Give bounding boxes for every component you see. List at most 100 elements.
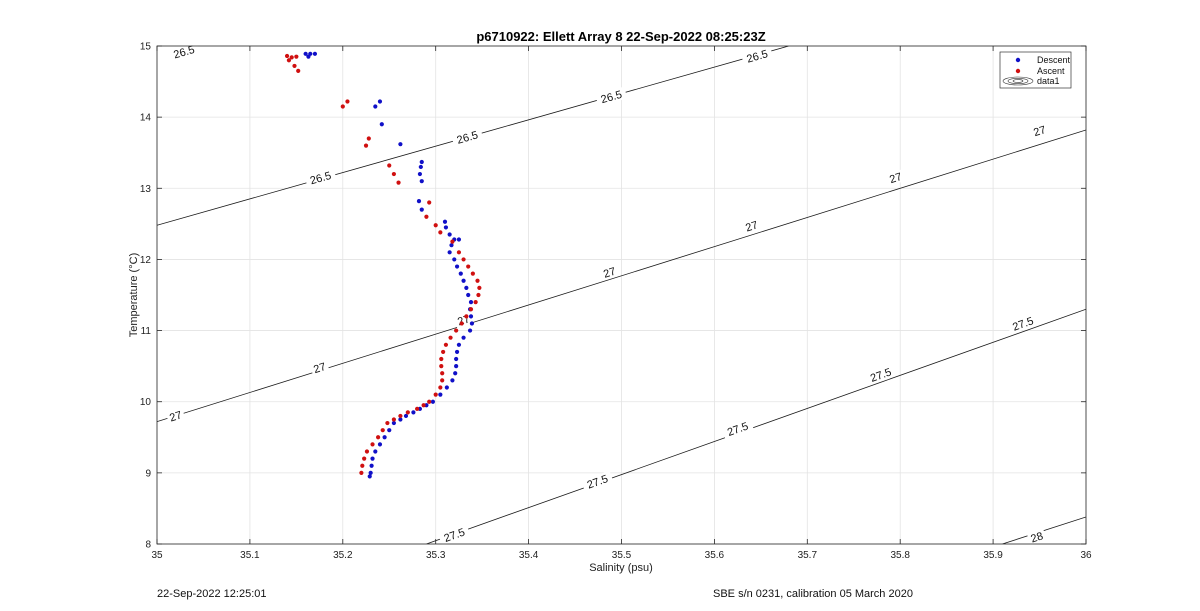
x-tick-label: 35.8 — [890, 550, 910, 561]
ascent-point — [468, 307, 474, 312]
descent-point — [453, 371, 458, 376]
contour-label: 26.5 — [456, 129, 480, 146]
contour-label-bg — [309, 359, 330, 376]
contour-label-bg — [581, 470, 614, 493]
descent-point — [419, 207, 424, 212]
descent-point — [468, 300, 474, 305]
ascent-point — [415, 406, 420, 411]
descent-point — [377, 442, 383, 447]
ascent-point — [456, 250, 462, 255]
descent-point — [464, 285, 469, 290]
x-tick-label: 35.7 — [798, 550, 818, 561]
ascent-point — [366, 136, 371, 141]
ascent-point — [363, 143, 369, 148]
contour-label-bg — [599, 263, 620, 281]
descent-point — [442, 219, 448, 224]
ascent-point — [466, 264, 471, 269]
contour-label-bg — [741, 217, 762, 235]
descent-point — [367, 474, 372, 479]
ascent-point — [391, 171, 396, 177]
y-tick-label: 11 — [141, 326, 152, 337]
ascent-point — [450, 239, 455, 244]
x-tick-label: 36 — [1080, 550, 1092, 561]
descent-point — [430, 399, 436, 404]
contour-label-bg — [595, 86, 628, 107]
ascent-point — [448, 335, 453, 340]
contour-label: 26.5 — [309, 170, 333, 187]
ascent-point — [405, 410, 410, 415]
ascent-point — [340, 104, 345, 109]
x-tick-label: 35 — [151, 550, 163, 561]
descent-point — [398, 417, 403, 422]
footer-timestamp: 22-Sep-2022 12:25:01 — [157, 588, 267, 600]
x-tick-label: 35.4 — [519, 550, 539, 561]
contour-label-bg — [864, 363, 897, 386]
ascent-point — [439, 356, 444, 362]
contour-label-bg — [1026, 528, 1047, 546]
x-tick-label: 35.1 — [240, 550, 260, 561]
ascent-point — [440, 378, 445, 383]
ascent-point — [470, 271, 475, 276]
contour-labels: 26.526.526.526.526.52727272727272727.527… — [165, 41, 1050, 546]
ascent-point — [294, 54, 299, 59]
descent-point — [419, 159, 424, 165]
contour-label: 27 — [744, 219, 759, 234]
y-tick-label: 8 — [145, 540, 151, 551]
descent-point — [411, 410, 416, 415]
contour-label-bg — [438, 524, 471, 546]
legend[interactable]: Descent Ascent data1 — [999, 51, 1072, 89]
descent-point — [377, 99, 383, 104]
ascent-point — [443, 342, 449, 347]
ascent-point — [296, 68, 301, 73]
ascent-point — [461, 257, 466, 262]
ascent-point — [387, 163, 392, 168]
descent-point — [391, 420, 396, 426]
ascent-point — [360, 463, 365, 468]
descent-point — [458, 271, 463, 276]
ascent-point — [289, 55, 294, 60]
descent-point — [454, 349, 460, 355]
legend-label-data1: data1 — [1037, 76, 1060, 86]
ascent-point — [476, 292, 481, 298]
descent-point — [438, 392, 443, 397]
ascent-point — [286, 58, 292, 63]
descent-point — [449, 243, 454, 248]
ascent-point — [439, 364, 444, 369]
y-axis-label: Temperature (°C) — [128, 253, 140, 337]
ascent-point — [459, 321, 464, 326]
contour-label: 26.5 — [600, 89, 624, 106]
y-tick-label: 9 — [145, 468, 151, 479]
legend-label-descent: Descent — [1037, 55, 1071, 65]
descent-point — [403, 413, 409, 419]
ascent-point — [385, 420, 390, 426]
legend-marker-descent — [1015, 57, 1021, 63]
contour-label-bg — [1006, 312, 1039, 335]
y-tick-label: 10 — [140, 397, 152, 408]
descent-point — [312, 51, 318, 56]
axis-ticks: 35 35.1 35.2 35.3 35.4 35.5 35.6 35.7 35.8 35.9 36… — [140, 42, 1092, 562]
contour-label-bg — [885, 169, 906, 186]
descent-point — [373, 449, 378, 454]
descent-point — [466, 292, 471, 298]
ascent-point — [427, 200, 432, 205]
descent-point — [467, 328, 473, 333]
descent-point — [456, 342, 462, 347]
ascent-point — [427, 399, 432, 404]
x-tick-label: 35.2 — [333, 550, 353, 561]
descent-point — [456, 237, 462, 242]
contour-label: 27 — [1032, 124, 1047, 139]
ascent-point — [433, 223, 438, 228]
descent-point — [398, 142, 403, 147]
ascent-point — [454, 328, 459, 333]
ascent-point — [441, 349, 446, 355]
ascent-point — [376, 435, 381, 440]
descent-point — [368, 470, 373, 475]
ascent-point — [398, 413, 403, 419]
legend-marker-ascent — [1015, 68, 1021, 74]
y-tick-label: 15 — [140, 42, 152, 53]
ascent-point — [438, 230, 443, 235]
descent-point — [419, 179, 424, 184]
x-tick-label: 35.9 — [983, 550, 1003, 561]
descent-point — [454, 364, 459, 369]
descent-point — [461, 278, 466, 283]
